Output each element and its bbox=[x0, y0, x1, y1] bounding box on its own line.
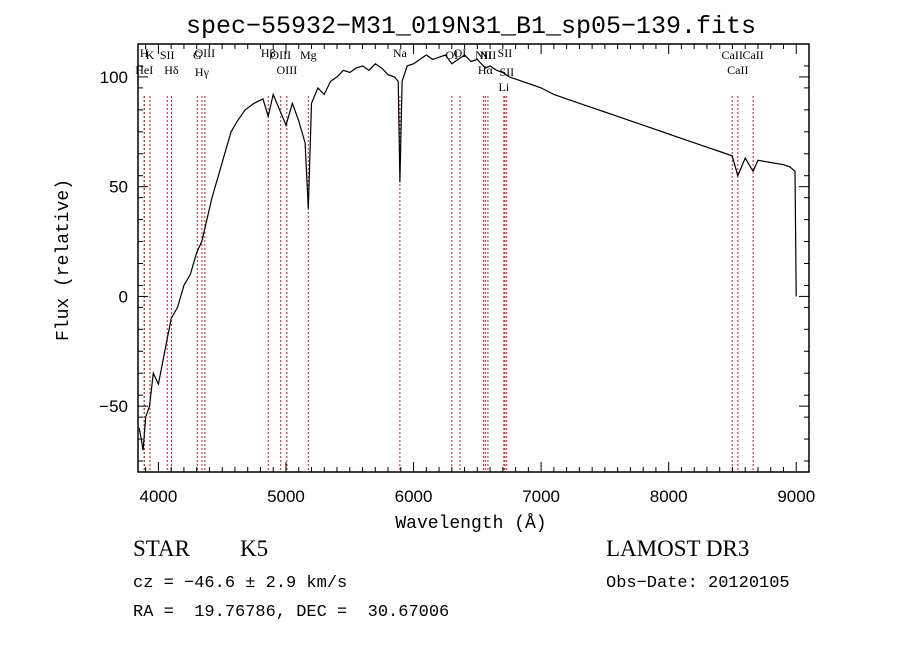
spectrum-line bbox=[138, 54, 797, 451]
plot-frame bbox=[137, 43, 810, 473]
y-tick-label: −50 bbox=[99, 397, 128, 416]
survey-name: LAMOST DR3 bbox=[606, 536, 750, 561]
y-tick-label: 50 bbox=[109, 178, 128, 197]
line-marker-label: SII bbox=[160, 48, 175, 62]
line-marker-label: H bbox=[140, 46, 149, 60]
line-marker-label: SII bbox=[498, 46, 513, 60]
line-marker-label: OIII bbox=[270, 48, 291, 62]
redshift-velocity: cz = −46.6 ± 2.9 km/s bbox=[133, 574, 348, 593]
x-tick-label: 6000 bbox=[395, 487, 433, 506]
spectral-subclass: K5 bbox=[240, 536, 269, 561]
line-marker-label: CaII bbox=[722, 48, 743, 62]
y-tick-label: 0 bbox=[119, 287, 128, 306]
x-axis-label: Wavelength (Å) bbox=[395, 513, 546, 534]
x-tick-label: 9000 bbox=[777, 487, 815, 506]
axes: 4000 5000 6000 7000 8000 9000 −50 0 50 100 bbox=[99, 44, 815, 506]
x-tick-label: 7000 bbox=[522, 487, 560, 506]
line-marker-label: Mg bbox=[300, 48, 317, 62]
line-marker-label: Li bbox=[499, 80, 510, 94]
line-marker-label: Na bbox=[393, 46, 408, 60]
chart-title: spec−55932−M31_019N31_B1_sp05−139.fits bbox=[186, 12, 756, 41]
line-marker-label: HeI bbox=[135, 63, 153, 77]
line-marker-label: SII bbox=[499, 65, 514, 79]
line-marker-label: Hα bbox=[478, 63, 494, 77]
line-marker-label: CaII bbox=[727, 63, 748, 77]
line-marker-label: OIII bbox=[195, 46, 216, 60]
line-marker-label: NII bbox=[475, 48, 492, 62]
object-class: STAR bbox=[133, 536, 190, 561]
y-tick-label: 100 bbox=[100, 68, 128, 87]
line-marker-label: Hβ bbox=[261, 46, 276, 60]
x-tick-label: 8000 bbox=[650, 487, 688, 506]
coordinates: RA = 19.76786, DEC = 30.67006 bbox=[133, 603, 450, 622]
x-tick-label: 5000 bbox=[267, 487, 305, 506]
line-marker-label: G bbox=[193, 48, 202, 62]
line-marker-label: Hγ bbox=[195, 65, 210, 79]
line-marker-label: CaII bbox=[742, 48, 763, 62]
line-marker-label: OIII bbox=[277, 63, 298, 77]
y-axis-label: Flux (relative) bbox=[54, 179, 74, 341]
line-marker-label: Hδ bbox=[164, 63, 179, 77]
x-tick-label: 4000 bbox=[139, 487, 177, 506]
line-marker-label: K bbox=[146, 48, 155, 62]
line-marker-label: NII bbox=[480, 48, 497, 62]
observation-date: Obs−Date: 20120105 bbox=[606, 574, 790, 593]
